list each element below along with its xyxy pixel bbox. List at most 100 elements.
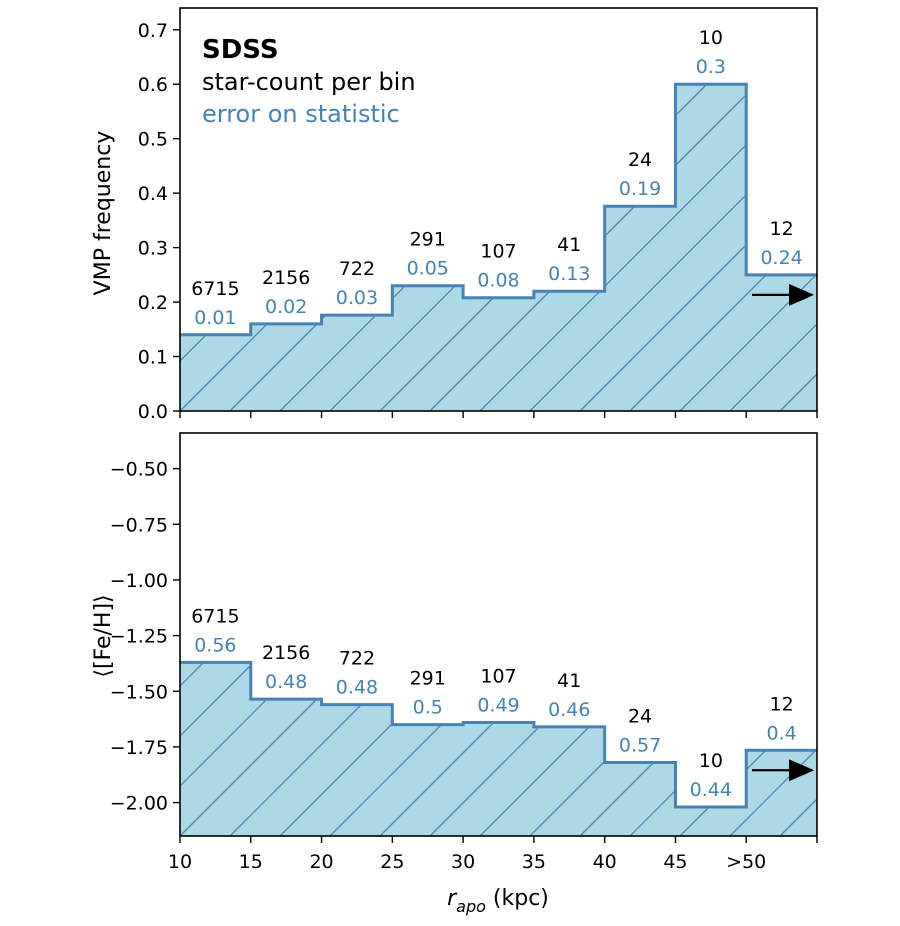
legend-count-label: star-count per bin (202, 68, 416, 96)
legend-error-label: error on statistic (202, 100, 400, 128)
bottom-count-label: 41 (557, 670, 581, 692)
bottom-error-label: 0.5 (413, 697, 443, 719)
bottom-count-label: 722 (339, 648, 375, 670)
bottom-error-label: 0.46 (548, 699, 590, 721)
top-error-label: 0.02 (265, 296, 307, 318)
xtick-label: 30 (451, 851, 475, 873)
bottom-ytick-label: −0.75 (110, 514, 168, 536)
top-hatch-line (429, 84, 817, 412)
x-axis-label-sub: apo (456, 897, 486, 916)
x-axis-label-main: r (447, 886, 458, 911)
top-ytick-label: 0.2 (138, 292, 168, 314)
feh-panel: 6715 0.56 2156 0.48 722 0.48 291 0.5 107 0.49 41 0.… (0, 432, 900, 873)
top-hatch-line (0, 8, 33, 411)
bottom-hatch-line (830, 433, 900, 836)
top-hatch-line (479, 84, 817, 412)
bottom-hatch-line (329, 662, 734, 836)
bottom-step-line (180, 660, 817, 809)
bottom-count-label: 12 (770, 693, 794, 715)
top-count-label: 2156 (262, 267, 310, 289)
bottom-error-label: 0.48 (336, 677, 378, 699)
top-count-label: 12 (770, 218, 794, 240)
top-count-label: 24 (628, 149, 652, 171)
top-count-label: 722 (339, 258, 375, 280)
top-arrow-head (789, 283, 814, 306)
bottom-count-label: 10 (699, 750, 723, 772)
top-error-label: 0.03 (336, 287, 378, 309)
bottom-ytick-label: −2.00 (110, 793, 168, 815)
top-count-label: 291 (410, 229, 446, 251)
xtick-label: 40 (593, 851, 617, 873)
top-ytick-label: 0.5 (138, 129, 168, 151)
bottom-hatch-line (180, 662, 584, 836)
top-hatch-line (529, 84, 817, 412)
bottom-hatch-line (279, 662, 684, 836)
xtick-label: 15 (239, 851, 263, 873)
top-ytick-label: 0.6 (138, 74, 168, 96)
bottom-count-label: 24 (628, 706, 652, 728)
bottom-error-label: 0.56 (194, 634, 236, 656)
top-hatch-line (679, 84, 817, 412)
legend-title: SDSS (202, 35, 279, 65)
bottom-error-label: 0.44 (690, 779, 732, 801)
top-error-label: 0.24 (760, 247, 802, 269)
vmp-frequency-panel: 6715 0.01 2156 0.02 722 0.03 291 0.05 107 0.08 41 0… (0, 7, 900, 423)
top-hatch-line (880, 8, 900, 411)
top-count-label: 6715 (191, 278, 239, 300)
top-frame (179, 7, 818, 412)
top-ytick-label: 0.3 (138, 238, 168, 260)
bottom-ytick-label: −1.25 (110, 626, 168, 648)
top-ytick-label: 0.1 (138, 347, 168, 369)
xtick-label: 35 (522, 851, 546, 873)
bottom-error-label: 0.48 (265, 671, 307, 693)
top-error-label: 0.01 (194, 307, 236, 329)
bottom-ylabel: ⟨[Fe/H]⟩ (91, 594, 116, 677)
xtick-label: 10 (168, 851, 192, 873)
bottom-hatch-line (579, 662, 817, 836)
top-error-label: 0.19 (619, 178, 661, 200)
top-hatch-line (629, 84, 817, 412)
top-hatch-line (729, 84, 817, 412)
bottom-hatch-line (880, 433, 900, 836)
top-count-label: 107 (480, 241, 516, 263)
top-count-label: 41 (557, 234, 581, 256)
top-step-line (180, 82, 817, 337)
bottom-count-label: 2156 (262, 642, 310, 664)
bottom-error-label: 0.49 (477, 694, 519, 716)
bottom-hatch-line (479, 662, 817, 836)
top-ylabel: VMP frequency (91, 131, 116, 296)
bottom-ytick-label: −0.50 (110, 459, 168, 481)
x-axis-label: rapo (kpc) (447, 886, 549, 916)
top-error-label: 0.05 (407, 258, 449, 280)
top-hatch-line (0, 8, 83, 411)
bottom-count-label: 6715 (191, 605, 239, 627)
top-ytick-label: 0.4 (138, 183, 168, 205)
bottom-error-label: 0.4 (767, 722, 797, 744)
bottom-hatch-line (0, 433, 83, 836)
xtick-label: 45 (663, 851, 687, 873)
bottom-count-label: 291 (410, 668, 446, 690)
bottom-ytick-label: −1.75 (110, 737, 168, 759)
top-area-fill (180, 84, 817, 412)
top-error-label: 0.3 (696, 56, 726, 78)
bottom-hatch-line (180, 662, 534, 836)
bottom-hatch-line (529, 662, 817, 836)
bottom-hatch-line (429, 662, 817, 836)
top-count-label: 10 (699, 27, 723, 49)
bottom-hatch-line (0, 433, 33, 836)
xtick-label: 25 (380, 851, 404, 873)
top-ytick-label: 0.7 (138, 20, 168, 42)
xtick-label: 20 (309, 851, 333, 873)
top-error-label: 0.13 (548, 263, 590, 285)
top-ytick-label: 0.0 (138, 401, 168, 423)
bottom-ytick-label: −1.00 (110, 570, 168, 592)
top-error-label: 0.08 (477, 270, 519, 292)
top-hatch-line (830, 8, 900, 411)
bottom-hatch-line (229, 662, 634, 836)
x-axis-label-unit: (kpc) (486, 886, 549, 911)
bottom-hatch-line (379, 662, 784, 836)
bottom-arrow-head (789, 759, 814, 782)
bottom-ytick-label: −1.50 (110, 681, 168, 703)
xtick-label: >50 (726, 851, 766, 873)
